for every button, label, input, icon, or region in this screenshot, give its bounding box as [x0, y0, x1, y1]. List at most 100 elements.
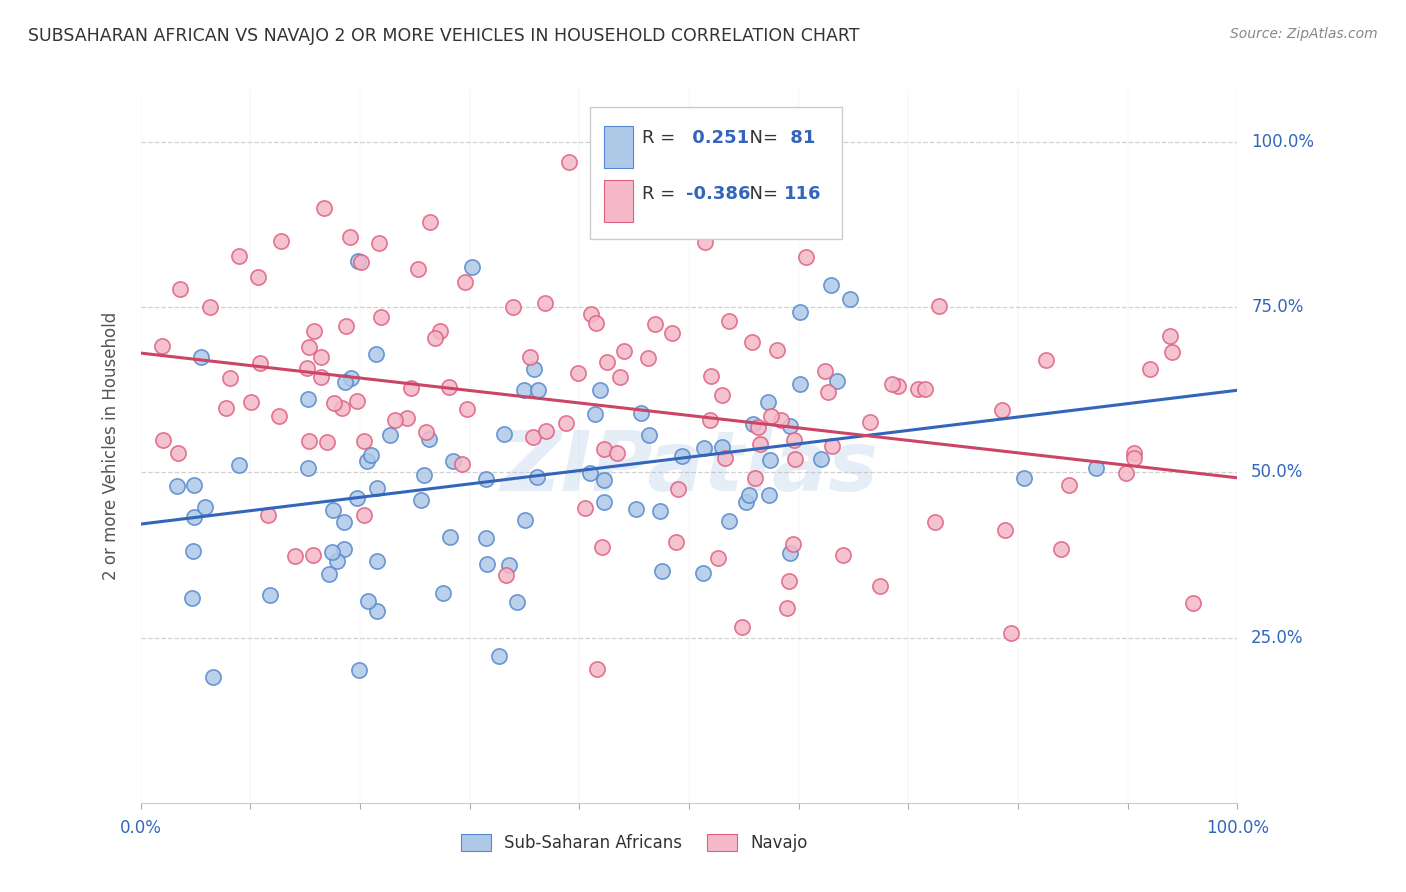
- Point: [591, 541, 613, 555]
- Point: [298, 434, 321, 449]
- Point: [592, 473, 614, 487]
- Point: [423, 330, 446, 344]
- Point: [699, 413, 721, 427]
- Point: [326, 554, 349, 568]
- Point: [735, 495, 758, 509]
- Point: [181, 591, 204, 605]
- Point: [810, 452, 832, 467]
- Point: [399, 381, 422, 395]
- Point: [534, 296, 557, 310]
- Point: [859, 415, 882, 429]
- Text: N=: N=: [738, 129, 785, 147]
- Text: N=: N=: [738, 186, 785, 203]
- Point: [298, 340, 321, 354]
- Point: [711, 388, 734, 402]
- Point: [776, 601, 799, 615]
- Point: [783, 452, 806, 467]
- Text: 81: 81: [785, 129, 815, 147]
- Point: [183, 477, 205, 491]
- Point: [270, 234, 292, 248]
- Point: [880, 376, 903, 391]
- Point: [742, 417, 765, 431]
- Point: [318, 567, 340, 582]
- Point: [778, 574, 800, 588]
- Point: [741, 335, 763, 350]
- Point: [333, 375, 356, 389]
- Point: [494, 427, 516, 442]
- Point: [692, 566, 714, 581]
- Point: [519, 350, 541, 364]
- Point: [502, 300, 524, 314]
- Point: [347, 663, 370, 677]
- Point: [748, 436, 770, 450]
- Text: 50.0%: 50.0%: [1251, 464, 1303, 482]
- Point: [246, 269, 269, 284]
- Point: [370, 310, 392, 324]
- Point: [769, 413, 792, 427]
- Text: 116: 116: [785, 186, 823, 203]
- Point: [183, 509, 205, 524]
- Point: [747, 419, 769, 434]
- Point: [415, 425, 437, 439]
- Point: [707, 550, 730, 565]
- Point: [789, 305, 811, 319]
- Point: [613, 343, 636, 358]
- Legend: Sub-Saharan Africans, Navajo: Sub-Saharan Africans, Navajo: [454, 827, 814, 859]
- Point: [574, 501, 596, 516]
- Point: [513, 383, 536, 397]
- Point: [316, 435, 339, 450]
- Point: [269, 409, 291, 423]
- Point: [821, 439, 844, 453]
- Point: [630, 406, 652, 420]
- Point: [333, 515, 356, 529]
- Point: [360, 448, 382, 462]
- Point: [609, 370, 631, 384]
- Point: [368, 235, 391, 250]
- Point: [150, 339, 173, 353]
- Text: Source: ZipAtlas.com: Source: ZipAtlas.com: [1230, 27, 1378, 41]
- Text: 25.0%: 25.0%: [1251, 629, 1303, 647]
- Point: [825, 374, 848, 388]
- Text: -0.386: -0.386: [686, 186, 751, 203]
- Point: [583, 407, 606, 421]
- Point: [346, 491, 368, 505]
- Point: [198, 300, 221, 314]
- Point: [637, 351, 659, 365]
- Point: [593, 495, 616, 509]
- Point: [592, 442, 614, 456]
- Point: [1035, 352, 1057, 367]
- Point: [567, 366, 589, 380]
- Point: [1050, 541, 1073, 556]
- Point: [1159, 329, 1181, 343]
- Point: [350, 255, 373, 269]
- Point: [240, 395, 263, 409]
- Point: [439, 530, 461, 544]
- Point: [364, 347, 387, 361]
- Point: [758, 488, 780, 502]
- Point: [589, 384, 612, 398]
- Point: [928, 299, 950, 313]
- Point: [413, 468, 436, 483]
- Point: [758, 453, 780, 467]
- Point: [309, 370, 332, 384]
- Point: [838, 292, 860, 306]
- Point: [924, 515, 946, 529]
- Point: [202, 670, 225, 684]
- Point: [606, 445, 628, 459]
- Point: [346, 253, 368, 268]
- Point: [330, 401, 353, 416]
- Point: [152, 433, 174, 447]
- Point: [624, 501, 647, 516]
- Point: [219, 371, 242, 385]
- Point: [346, 393, 368, 408]
- Point: [832, 548, 855, 562]
- Point: [340, 370, 363, 384]
- Point: [335, 318, 357, 333]
- Point: [366, 481, 388, 495]
- Point: [353, 434, 375, 448]
- Point: [257, 508, 280, 523]
- Text: R =: R =: [641, 186, 681, 203]
- Point: [190, 350, 212, 364]
- Point: [581, 307, 603, 321]
- Point: [181, 544, 204, 558]
